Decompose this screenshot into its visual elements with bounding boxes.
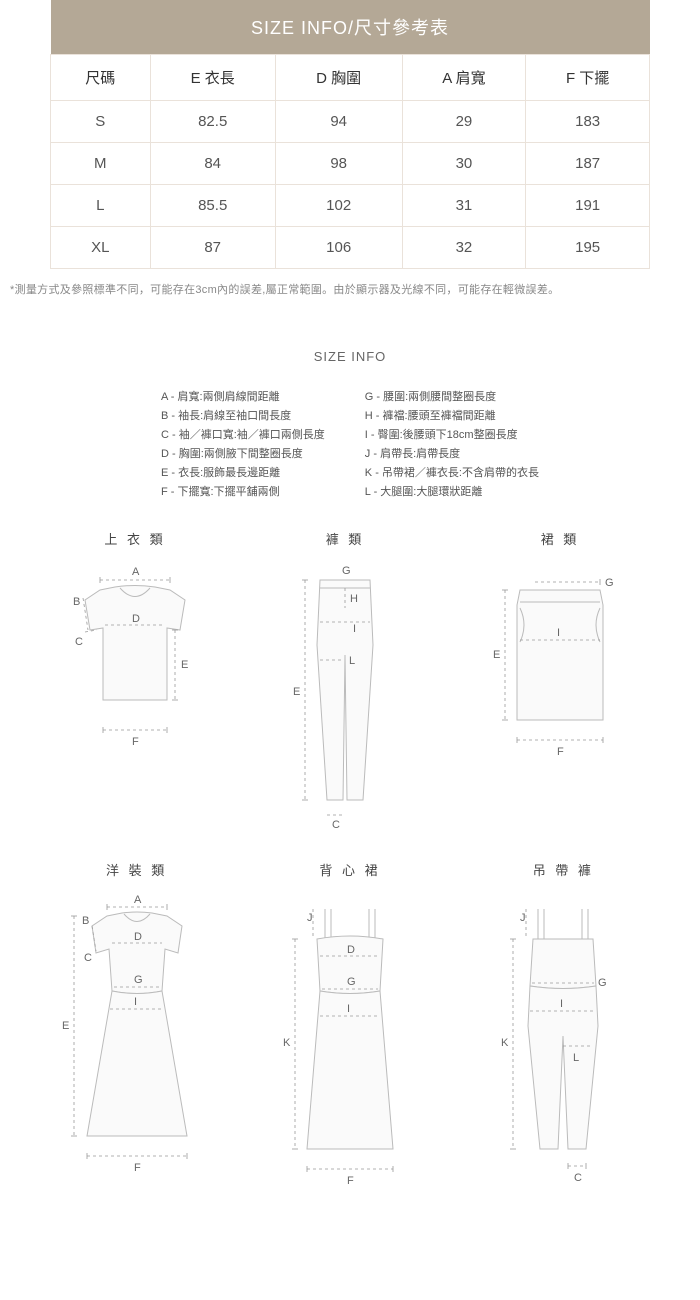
col-shoulder: A 肩寬 [402, 55, 526, 101]
legend-item: B - 袖長:肩線至袖口間長度 [161, 407, 325, 423]
svg-text:I: I [560, 998, 563, 1010]
svg-text:B: B [82, 915, 89, 927]
svg-text:I: I [353, 623, 356, 635]
pants-svg: G H I L E C [265, 560, 425, 830]
legend-left: A - 肩寬:兩側肩線間距離 B - 袖長:肩線至袖口間長度 C - 袖／褲口寬… [161, 388, 325, 499]
diagram-title: 背 心 裙 [319, 860, 380, 879]
legend-item: A - 肩寬:兩側肩線間距離 [161, 388, 325, 404]
diagram-skirt: 裙 類 G I E [475, 529, 645, 760]
diagram-title: 裙 類 [541, 529, 580, 548]
svg-text:F: F [347, 1175, 354, 1187]
legend-item: L - 大腿圍:大腿環狀距離 [365, 483, 539, 499]
svg-text:D: D [347, 944, 355, 956]
col-length: E 衣長 [150, 55, 275, 101]
svg-text:G: G [347, 976, 356, 988]
svg-text:J: J [307, 912, 313, 924]
svg-text:E: E [62, 1020, 69, 1032]
diagram-pants: 褲 類 G H I L E [265, 529, 425, 830]
svg-text:C: C [574, 1172, 582, 1184]
svg-text:F: F [134, 1162, 141, 1174]
svg-text:I: I [347, 1003, 350, 1015]
legend-item: K - 吊帶裙／褲衣長:不含肩帶的衣長 [365, 464, 539, 480]
svg-text:H: H [350, 593, 358, 605]
diagram-title: 上 衣 類 [104, 529, 165, 548]
svg-text:C: C [75, 636, 83, 648]
svg-text:E: E [293, 686, 300, 698]
disclaimer-text: *測量方式及參照標準不同，可能存在3cm內的誤差,屬正常範圍。由於顯示器及光線不… [0, 269, 700, 309]
svg-text:G: G [598, 977, 607, 989]
svg-text:C: C [332, 819, 340, 830]
legend-item: H - 褲襠:腰頭至褲襠間距離 [365, 407, 539, 423]
overalls-svg: J G I L K C [478, 891, 648, 1191]
diagram-title: 吊 帶 褲 [533, 860, 594, 879]
svg-text:K: K [283, 1037, 291, 1049]
svg-text:J: J [520, 912, 526, 924]
diagram-slip-dress: 背 心 裙 J D G I K [265, 860, 435, 1191]
legend-item: G - 腰圍:兩側腰間整圈長度 [365, 388, 539, 404]
slip-dress-svg: J D G I K F [265, 891, 435, 1191]
diagram-row-1: 上 衣 類 A B C D [0, 529, 700, 830]
legend-item: J - 肩帶長:肩帶長度 [365, 445, 539, 461]
legend-item: I - 臀圍:後腰頭下18cm整圈長度 [365, 426, 539, 442]
legend-item: D - 胸圍:兩側腋下間整圈長度 [161, 445, 325, 461]
svg-text:A: A [132, 566, 140, 578]
legend-item: C - 袖／褲口寬:袖／褲口兩側長度 [161, 426, 325, 442]
table-row: XL 87 106 32 195 [51, 227, 650, 269]
svg-text:G: G [605, 577, 614, 589]
svg-text:L: L [573, 1052, 579, 1064]
col-hem: F 下擺 [526, 55, 650, 101]
svg-text:C: C [84, 952, 92, 964]
diagram-tops: 上 衣 類 A B C D [55, 529, 215, 760]
svg-text:D: D [134, 931, 142, 943]
skirt-svg: G I E F [475, 560, 645, 760]
size-info-heading: SIZE INFO [0, 349, 700, 364]
svg-text:G: G [342, 565, 351, 577]
svg-text:G: G [134, 974, 143, 986]
svg-text:E: E [181, 659, 188, 671]
legend-item: E - 衣長:服飾最長邊距離 [161, 464, 325, 480]
dress-svg: A B C D G I E F [52, 891, 222, 1181]
table-row: S 82.5 94 29 183 [51, 101, 650, 143]
diagram-dress: 洋 裝 類 A B C D G I E [52, 860, 222, 1181]
diagram-row-2: 洋 裝 類 A B C D G I E [0, 860, 700, 1191]
svg-text:F: F [557, 746, 564, 758]
diagram-title: 洋 裝 類 [106, 860, 167, 879]
tops-svg: A B C D E [55, 560, 215, 760]
svg-text:I: I [134, 996, 137, 1008]
svg-text:K: K [501, 1037, 509, 1049]
svg-text:E: E [493, 649, 500, 661]
table-row: L 85.5 102 31 191 [51, 185, 650, 227]
table-row: M 84 98 30 187 [51, 143, 650, 185]
svg-text:F: F [132, 736, 139, 748]
col-chest: D 胸圍 [275, 55, 402, 101]
table-header-row: 尺碼 E 衣長 D 胸圍 A 肩寬 F 下擺 [51, 55, 650, 101]
legend-right: G - 腰圍:兩側腰間整圈長度 H - 褲襠:腰頭至褲襠間距離 I - 臀圍:後… [365, 388, 539, 499]
col-size: 尺碼 [51, 55, 151, 101]
svg-text:D: D [132, 613, 140, 625]
legend-item: F - 下擺寬:下擺平舖兩側 [161, 483, 325, 499]
svg-text:L: L [349, 655, 355, 667]
size-table: SIZE INFO/尺寸參考表 尺碼 E 衣長 D 胸圍 A 肩寬 F 下擺 S… [50, 0, 650, 269]
svg-text:I: I [557, 627, 560, 639]
diagram-title: 褲 類 [326, 529, 365, 548]
svg-text:B: B [73, 596, 80, 608]
svg-text:A: A [134, 894, 142, 906]
table-title: SIZE INFO/尺寸參考表 [51, 0, 650, 55]
legend: A - 肩寬:兩側肩線間距離 B - 袖長:肩線至袖口間長度 C - 袖／褲口寬… [0, 388, 700, 499]
diagram-overalls: 吊 帶 褲 J G I L [478, 860, 648, 1191]
